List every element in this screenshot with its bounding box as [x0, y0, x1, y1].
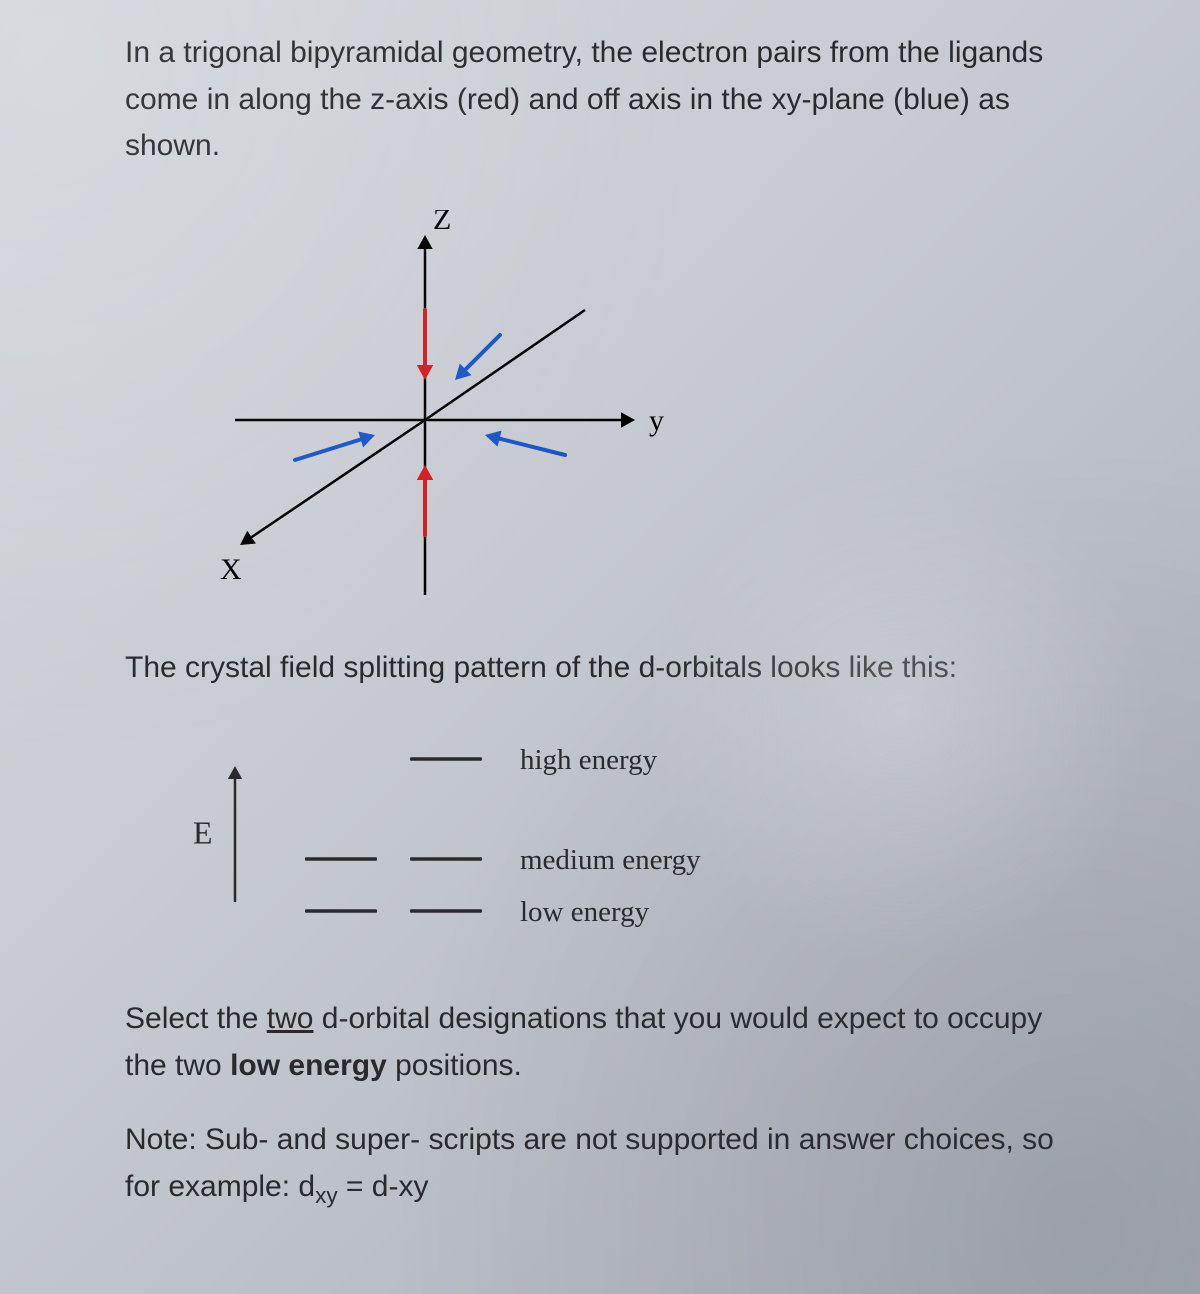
note-pre: Note: Sub- and super- scripts are not su… — [125, 1123, 1054, 1203]
svg-text:low energy: low energy — [520, 896, 650, 928]
energy-svg: Ehigh energy medium energy low energy — [155, 721, 855, 951]
svg-text:medium energy: medium energy — [520, 844, 701, 876]
svg-text:high energy: high energy — [520, 744, 658, 776]
question-underlined: two — [267, 1002, 314, 1035]
question-pre: Select the — [125, 1002, 267, 1035]
question-post: positions. — [387, 1049, 522, 1082]
svg-text:Z: Z — [433, 210, 451, 236]
axes-svg: Zy X — [165, 210, 685, 600]
svg-text:E: E — [193, 815, 213, 851]
intro-text: In a trigonal bipyramidal geometry, the … — [125, 30, 1085, 170]
axes-diagram: Zy X — [165, 210, 1085, 605]
note-eq: = d-xy — [338, 1170, 429, 1203]
note-text: Note: Sub- and super- scripts are not su… — [125, 1117, 1085, 1213]
question-text: Select the two d-orbital designations th… — [125, 996, 1085, 1089]
energy-diagram: Ehigh energy medium energy low energy — [155, 721, 1085, 956]
splitting-text: The crystal field splitting pattern of t… — [125, 645, 1085, 692]
svg-text:X: X — [220, 553, 242, 586]
question-bold: low energy — [230, 1049, 387, 1082]
svg-text:y: y — [649, 404, 664, 437]
note-sub: xy — [315, 1183, 338, 1208]
